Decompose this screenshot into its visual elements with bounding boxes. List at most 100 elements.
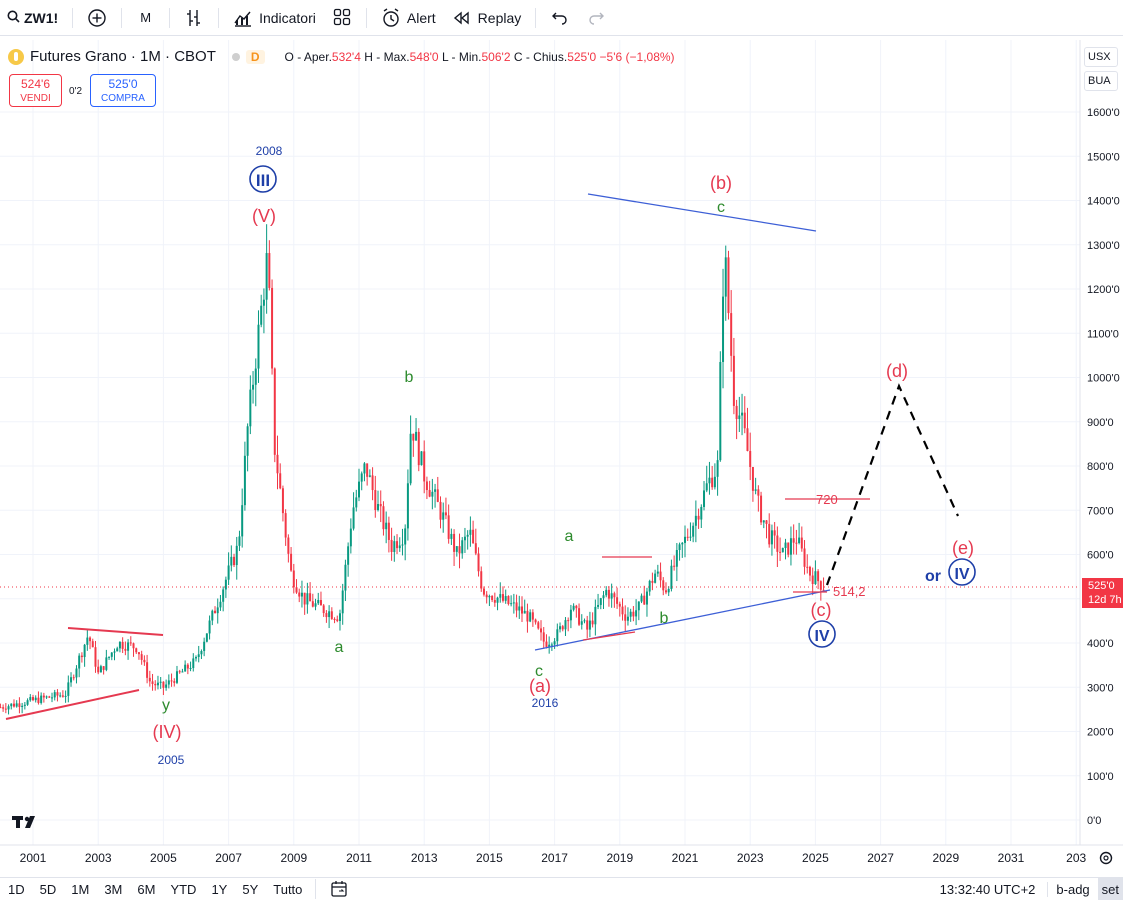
candle-body bbox=[110, 652, 113, 657]
candle-body bbox=[817, 571, 820, 582]
candle-body bbox=[621, 606, 624, 615]
undo-button[interactable] bbox=[542, 0, 578, 36]
alert-button[interactable]: Alert bbox=[373, 0, 444, 36]
candle-body bbox=[347, 546, 350, 565]
buy-button[interactable]: 525'0 COMPRA bbox=[90, 74, 156, 107]
candle-body bbox=[352, 507, 355, 529]
candle-body bbox=[703, 490, 706, 507]
wave-b-green-right-label: b bbox=[660, 610, 669, 627]
triangle-upper-line-left[interactable] bbox=[67, 627, 164, 636]
candle-body bbox=[382, 506, 385, 530]
candle-body bbox=[186, 664, 189, 669]
candle-body bbox=[792, 538, 795, 543]
candle-body bbox=[643, 595, 646, 605]
candle-body bbox=[618, 603, 621, 607]
candle-body bbox=[455, 546, 458, 552]
candle-body bbox=[189, 668, 192, 670]
last-price-value: 525'0 bbox=[1088, 580, 1115, 592]
candle-body bbox=[406, 483, 409, 529]
compare-button[interactable] bbox=[79, 0, 115, 36]
year-label-2016: 2016 bbox=[532, 696, 559, 710]
unit-selector[interactable]: BUA bbox=[1084, 71, 1118, 91]
range-button-5y[interactable]: 5Y bbox=[242, 881, 259, 897]
redo-button[interactable] bbox=[578, 0, 614, 36]
currency-selector[interactable]: USX bbox=[1084, 47, 1118, 67]
interval-button[interactable]: M bbox=[128, 0, 163, 36]
candle-body bbox=[203, 641, 206, 652]
calendar-range-icon[interactable] bbox=[322, 880, 358, 898]
templates-button[interactable] bbox=[324, 0, 360, 36]
chart-type-button[interactable] bbox=[176, 0, 212, 36]
delayed-flag[interactable]: D bbox=[245, 49, 265, 64]
candle-body bbox=[624, 614, 627, 621]
range-button-ytd[interactable]: YTD bbox=[170, 881, 197, 897]
scale-settings-button[interactable]: set bbox=[1097, 878, 1123, 900]
open-label: O - Aper. bbox=[284, 49, 332, 64]
candle-body bbox=[409, 433, 412, 484]
candle-body bbox=[230, 556, 233, 566]
triangle-lower-line-left[interactable] bbox=[5, 689, 140, 720]
candle-body bbox=[113, 651, 116, 653]
time-tick-label: 2021 bbox=[672, 851, 699, 865]
candle-body bbox=[18, 703, 21, 707]
range-button-tutto[interactable]: Tutto bbox=[273, 881, 303, 897]
candle-body bbox=[257, 324, 260, 369]
wave-IV-right-circle[interactable] bbox=[948, 558, 976, 586]
buy-label: COMPRA bbox=[101, 93, 145, 104]
candle-body bbox=[681, 542, 684, 545]
candle-body bbox=[303, 592, 306, 605]
wave-IV-circle[interactable] bbox=[808, 620, 836, 648]
timezone-clock[interactable]: 13:32:40 UTC+2 bbox=[939, 882, 1036, 897]
range-button-1d[interactable]: 1D bbox=[8, 881, 25, 897]
candle-body bbox=[377, 504, 380, 511]
candle-body bbox=[412, 433, 415, 441]
candle-body bbox=[789, 538, 792, 555]
symbol-search-button[interactable]: ZW1! bbox=[0, 0, 66, 36]
candle-body bbox=[273, 368, 276, 455]
unit-label: BUA bbox=[1088, 75, 1111, 87]
wave-V-label: (V) bbox=[252, 206, 276, 226]
candle-body bbox=[534, 619, 537, 623]
candle-body bbox=[336, 619, 339, 622]
candle-body bbox=[458, 546, 461, 554]
range-bottom-line[interactable] bbox=[582, 631, 636, 641]
candle-body bbox=[572, 605, 575, 610]
candle-body bbox=[178, 671, 181, 673]
projection-path[interactable] bbox=[825, 383, 960, 586]
replay-label: Replay bbox=[477, 9, 522, 26]
sell-button[interactable]: 524'6 VENDI bbox=[9, 74, 62, 107]
candle-body bbox=[526, 610, 529, 622]
legend-title[interactable]: Futures Grano · 1M · CBOT bbox=[30, 48, 216, 65]
tradingview-logo-icon[interactable] bbox=[12, 813, 44, 831]
price-axis[interactable]: 1600'0 1500'0 1400'0 1300'0 1200'0 1100'0 1000… bbox=[1087, 107, 1120, 827]
candle-body bbox=[770, 530, 773, 545]
range-button-5d[interactable]: 5D bbox=[39, 881, 57, 897]
candle-body bbox=[243, 455, 246, 506]
candle-body bbox=[591, 620, 594, 625]
replay-button[interactable]: Replay bbox=[444, 0, 530, 36]
candle-body bbox=[252, 384, 255, 390]
price-chart[interactable]: 2008 III (V) (b) c b a a b c (a) 2016 y … bbox=[0, 0, 1123, 877]
range-button-1y[interactable]: 1Y bbox=[211, 881, 228, 897]
range-button-6m[interactable]: 6M bbox=[137, 881, 156, 897]
candle-body bbox=[428, 490, 431, 497]
wave-III-circle[interactable] bbox=[249, 165, 277, 193]
candle-body bbox=[423, 451, 426, 482]
candle-body bbox=[181, 671, 184, 673]
candle-body bbox=[338, 613, 341, 622]
time-axis[interactable]: 2001 2003 2005 2007 2009 2011 2013 2015 2017 2019… bbox=[20, 851, 1087, 865]
indicators-button[interactable]: Indicatori bbox=[225, 0, 324, 36]
alarm-clock-icon bbox=[381, 7, 401, 28]
candle-body bbox=[722, 296, 725, 362]
trend-line-upper-blue[interactable] bbox=[587, 193, 817, 232]
level-514-label: 514,2 bbox=[833, 584, 866, 599]
time-tick-label: 2007 bbox=[215, 851, 242, 865]
candle-body bbox=[678, 544, 681, 550]
candle-body bbox=[597, 604, 600, 607]
candle-body bbox=[635, 610, 638, 617]
bar-countdown: 12d 7h bbox=[1088, 594, 1122, 606]
range-button-1m[interactable]: 1M bbox=[71, 881, 90, 897]
adjustment-toggle[interactable]: b-adg bbox=[1047, 882, 1097, 897]
range-button-3m[interactable]: 3M bbox=[104, 881, 123, 897]
gear-icon[interactable] bbox=[1099, 851, 1113, 865]
